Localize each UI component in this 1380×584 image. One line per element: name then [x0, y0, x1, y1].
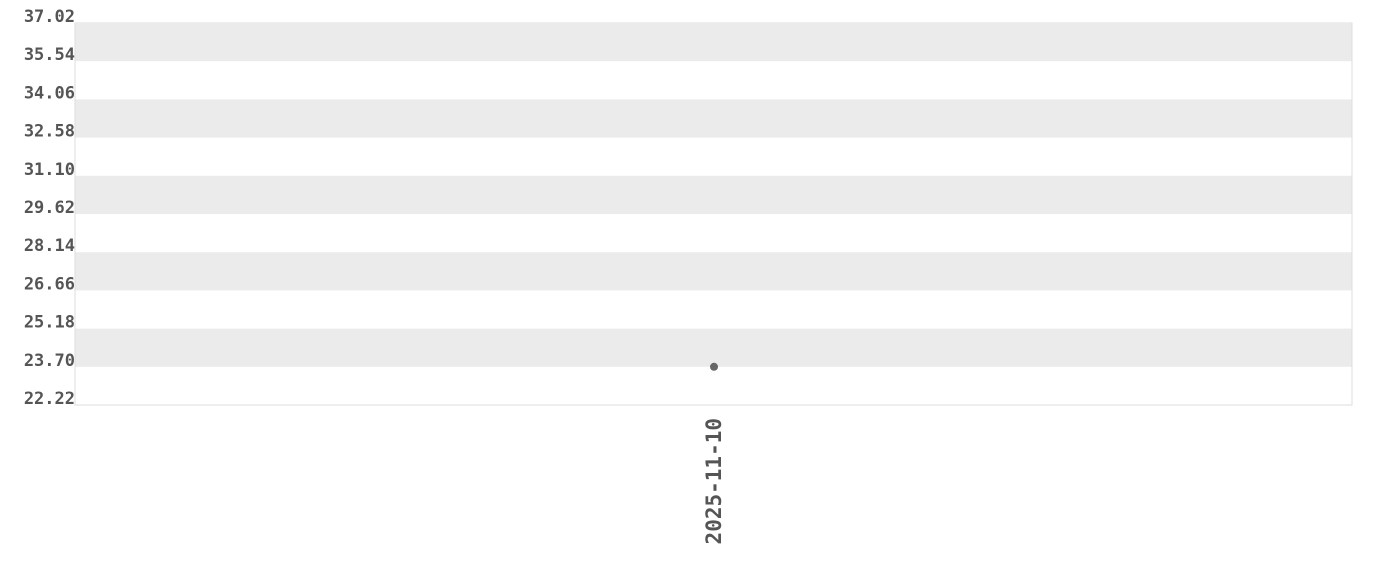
y-tick-label: 34.06	[24, 83, 75, 103]
data-point	[710, 362, 718, 371]
y-tick-label: 22.22	[24, 389, 75, 409]
y-tick-label: 28.14	[24, 236, 75, 256]
y-tick-label: 26.66	[24, 274, 75, 294]
x-tick-label: 2025-11-10	[702, 418, 726, 544]
grid-band	[75, 175, 1352, 214]
y-tick-label: 29.62	[24, 198, 75, 218]
grid-band	[75, 252, 1352, 291]
y-tick-label: 23.70	[24, 351, 75, 371]
grid-band	[75, 23, 1352, 62]
y-tick-label: 31.10	[24, 160, 75, 180]
grid-band	[75, 99, 1352, 138]
y-tick-label: 37.02	[24, 7, 75, 27]
y-tick-label: 25.18	[24, 313, 75, 333]
y-tick-label: 35.54	[24, 45, 75, 65]
grid-band	[75, 328, 1352, 367]
y-tick-label: 32.58	[24, 122, 75, 142]
